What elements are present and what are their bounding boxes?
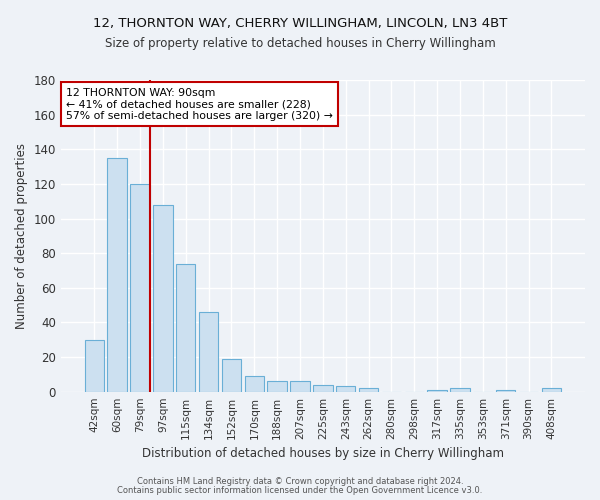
Text: Size of property relative to detached houses in Cherry Willingham: Size of property relative to detached ho… bbox=[104, 38, 496, 51]
Bar bbox=[176, 264, 196, 392]
Bar bbox=[496, 390, 515, 392]
Text: 12 THORNTON WAY: 90sqm
← 41% of detached houses are smaller (228)
57% of semi-de: 12 THORNTON WAY: 90sqm ← 41% of detached… bbox=[66, 88, 333, 121]
Bar bbox=[313, 385, 332, 392]
Bar bbox=[290, 382, 310, 392]
X-axis label: Distribution of detached houses by size in Cherry Willingham: Distribution of detached houses by size … bbox=[142, 447, 504, 460]
Bar bbox=[542, 388, 561, 392]
Text: Contains HM Land Registry data © Crown copyright and database right 2024.: Contains HM Land Registry data © Crown c… bbox=[137, 477, 463, 486]
Bar bbox=[336, 386, 355, 392]
Bar bbox=[85, 340, 104, 392]
Bar bbox=[153, 204, 173, 392]
Bar bbox=[107, 158, 127, 392]
Y-axis label: Number of detached properties: Number of detached properties bbox=[15, 143, 28, 329]
Bar bbox=[268, 382, 287, 392]
Bar bbox=[359, 388, 379, 392]
Bar bbox=[222, 359, 241, 392]
Text: 12, THORNTON WAY, CHERRY WILLINGHAM, LINCOLN, LN3 4BT: 12, THORNTON WAY, CHERRY WILLINGHAM, LIN… bbox=[93, 18, 507, 30]
Bar bbox=[451, 388, 470, 392]
Bar bbox=[427, 390, 447, 392]
Bar bbox=[130, 184, 150, 392]
Bar bbox=[199, 312, 218, 392]
Bar bbox=[245, 376, 264, 392]
Text: Contains public sector information licensed under the Open Government Licence v3: Contains public sector information licen… bbox=[118, 486, 482, 495]
